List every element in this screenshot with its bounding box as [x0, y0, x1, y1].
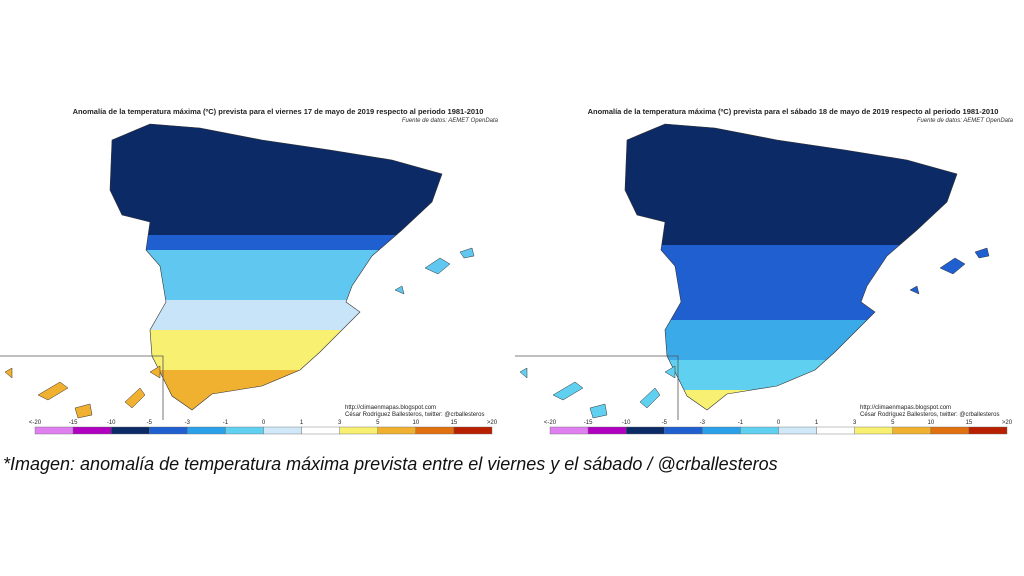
- legend-swatch: [301, 426, 340, 435]
- legend-label: 15: [451, 420, 458, 426]
- map-title: Anomalía de la temperatura máxima (ºC) p…: [73, 107, 484, 116]
- legend-label: >20: [1002, 420, 1013, 426]
- anomaly-band: [110, 250, 442, 300]
- legend-label: -1: [738, 420, 744, 426]
- anomaly-band: [110, 124, 442, 235]
- legend-label: <-20: [544, 420, 557, 426]
- legend-label: 15: [966, 420, 973, 426]
- legend-swatch: [72, 426, 112, 435]
- canary-islands: [4, 365, 161, 419]
- map-title: Anomalía de la temperatura máxima (ºC) p…: [588, 107, 999, 116]
- anomaly-band: [110, 300, 442, 330]
- legend-swatch: [778, 426, 817, 435]
- legend-label: 1: [300, 420, 304, 426]
- anomaly-band: [625, 245, 957, 320]
- legend-swatch: [149, 426, 188, 435]
- legend-label: 1: [815, 420, 819, 426]
- legend-swatch: [816, 426, 855, 435]
- legend-swatch: [187, 426, 226, 435]
- anomaly-band: [110, 330, 442, 370]
- credit-url: http://climaenmapas.blogspot.com: [860, 405, 951, 411]
- balearic-islands: [394, 247, 475, 295]
- map-panel: Anomalía de la temperatura máxima (ºC) p…: [515, 107, 1014, 435]
- legend-label: 3: [338, 420, 342, 426]
- legend-label: 3: [853, 420, 857, 426]
- legend-swatch: [453, 426, 493, 435]
- legend-label: <-20: [29, 420, 42, 426]
- legend-label: 5: [376, 420, 380, 426]
- legend-swatch: [930, 426, 970, 435]
- legend-swatch: [415, 426, 455, 435]
- legend-label: 0: [262, 420, 266, 426]
- balearic-islands: [909, 247, 990, 295]
- legend-label: -15: [69, 420, 78, 426]
- legend-swatch: [263, 426, 302, 435]
- legend-label: -5: [662, 420, 668, 426]
- anomaly-band: [625, 124, 957, 245]
- legend-swatch: [377, 426, 417, 435]
- legend-swatch: [892, 426, 932, 435]
- map-panel: Anomalía de la temperatura máxima (ºC) p…: [0, 107, 499, 435]
- legend-swatch: [110, 426, 150, 435]
- legend-swatch: [740, 426, 779, 435]
- legend-swatch: [34, 426, 74, 435]
- legend-swatch: [968, 426, 1008, 435]
- legend-label: -1: [223, 420, 229, 426]
- legend-swatch: [549, 426, 589, 435]
- anomaly-band: [625, 320, 957, 360]
- anomaly-band: [110, 235, 442, 250]
- legend-swatch: [854, 426, 893, 435]
- legend-label: -5: [147, 420, 153, 426]
- legend-label: -15: [584, 420, 593, 426]
- legend-label: 0: [777, 420, 781, 426]
- map-source: Fuente de datos: AEMET OpenData: [917, 118, 1014, 124]
- map-source: Fuente de datos: AEMET OpenData: [402, 118, 499, 124]
- legend-label: 10: [412, 420, 419, 426]
- caption: *Imagen: anomalía de temperatura máxima …: [3, 454, 778, 474]
- credit-author: César Rodríguez Ballesteros, twitter: @c…: [345, 412, 484, 418]
- coastline: [624, 123, 958, 411]
- canary-inset-frame: [0, 355, 164, 420]
- legend-swatch: [587, 426, 627, 435]
- legend-label: -3: [700, 420, 706, 426]
- coastline: [109, 123, 443, 411]
- credit-author: César Rodríguez Ballesteros, twitter: @c…: [860, 412, 999, 418]
- anomaly-band: [625, 360, 957, 390]
- legend-label: -3: [185, 420, 191, 426]
- legend-swatch: [625, 426, 665, 435]
- legend-label: >20: [487, 420, 498, 426]
- legend-label: 5: [891, 420, 895, 426]
- legend-label: -10: [107, 420, 116, 426]
- legend-label: -10: [622, 420, 631, 426]
- canary-inset-frame: [515, 355, 679, 420]
- canary-islands: [519, 365, 676, 419]
- legend-swatch: [702, 426, 741, 435]
- legend-swatch: [225, 426, 264, 435]
- legend-swatch: [664, 426, 703, 435]
- legend-label: 10: [927, 420, 934, 426]
- credit-url: http://climaenmapas.blogspot.com: [345, 405, 436, 411]
- legend-swatch: [339, 426, 378, 435]
